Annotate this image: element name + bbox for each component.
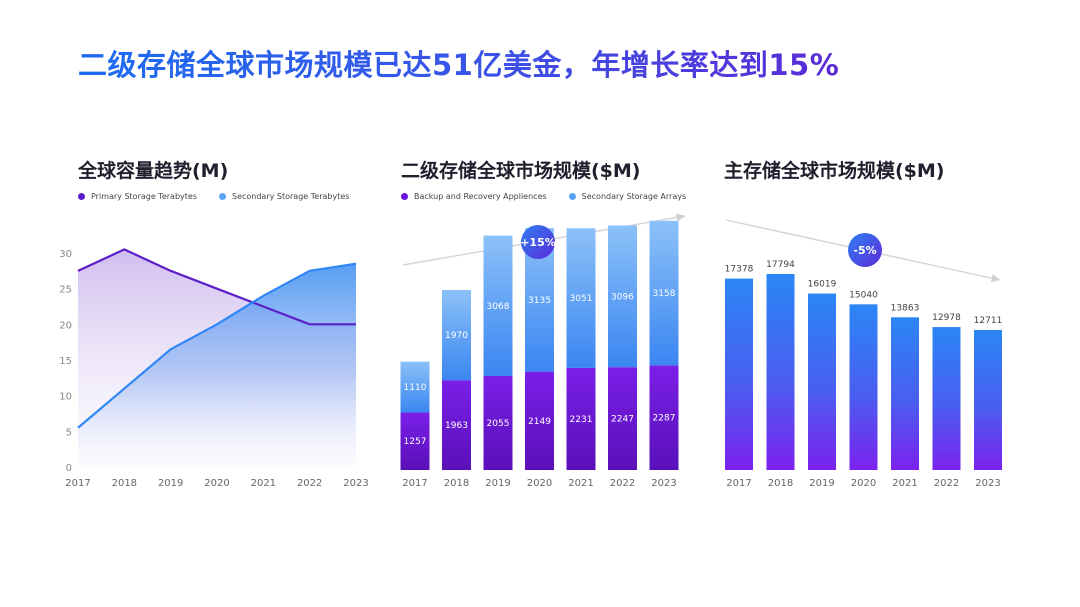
x-tick-label: 2017 — [726, 478, 751, 489]
legend-label: Backup and Recovery Appliences — [414, 192, 547, 201]
x-tick-label: 2019 — [158, 478, 183, 489]
data-label: 2231 — [570, 415, 593, 425]
data-label: 12978 — [932, 313, 961, 323]
x-tick-label: 2020 — [204, 478, 229, 489]
decline-badge-label: -5% — [853, 244, 876, 257]
bar-chart: 17378 2017 17794 2018 16019 2019 15040 2020 1386… — [725, 219, 1003, 489]
x-tick-label: 2017 — [65, 478, 90, 489]
capacity-trend-panel: 全球容量趋势(M) Primary Storage Terabytes Seco… — [59, 150, 372, 510]
data-label: 2149 — [528, 417, 551, 427]
y-tick-label: 30 — [59, 249, 72, 260]
legend-dot-icon — [568, 193, 576, 200]
data-label: 16019 — [808, 280, 837, 290]
stacked-bar-chart: 1257 1110 2017 1963 1970 2018 2055 3068 2019 2149… — [400, 213, 686, 489]
primary-storage-market-panel: 主存储全球市场规模($M) 17378 2017 17794 2018 16019 201… — [710, 150, 1020, 510]
chart-legend: Backup and Recovery Appliences Secondary… — [401, 192, 686, 201]
data-label: 2055 — [487, 419, 510, 429]
x-tick-label: 2020 — [527, 478, 552, 489]
growth-badge — [521, 225, 555, 259]
bar-backup-recovery — [566, 367, 596, 470]
bar-primary-market — [891, 317, 919, 470]
area-chart: 0 5 10 15 20 25 30 2017 2018 2019 2020 2021 2022 2023 — [59, 248, 369, 489]
data-label: 13863 — [891, 303, 920, 313]
data-label: 15040 — [849, 290, 878, 300]
x-tick-label: 2022 — [610, 478, 635, 489]
primary-storage-line — [77, 248, 356, 326]
legend-dot-icon — [218, 193, 226, 200]
bar-primary-market — [725, 278, 753, 470]
bar-backup-recovery — [649, 365, 679, 470]
y-tick-label: 10 — [59, 392, 72, 403]
bar-secondary-arrays — [400, 361, 430, 413]
y-tick-label: 5 — [66, 427, 72, 438]
bar-primary-market — [808, 293, 836, 470]
x-tick-label: 2022 — [934, 478, 959, 489]
data-label: 12711 — [974, 316, 1003, 326]
data-label: 3158 — [653, 289, 676, 299]
x-tick-label: 2023 — [651, 478, 676, 489]
x-tick-label: 2018 — [112, 478, 137, 489]
x-tick-label: 2018 — [444, 478, 469, 489]
data-label: 17378 — [725, 265, 754, 275]
x-tick-label: 2017 — [402, 478, 427, 489]
data-label: 1963 — [445, 421, 468, 431]
chart-title: 二级存储全球市场规模($M) — [401, 160, 641, 182]
data-label: 2247 — [611, 415, 634, 425]
x-tick-label: 2023 — [975, 478, 1000, 489]
y-tick-label: 0 — [66, 463, 72, 474]
data-label: 17794 — [766, 260, 795, 270]
chart-title: 全球容量趋势(M) — [78, 160, 229, 182]
data-label: 3135 — [528, 296, 551, 306]
data-label: 3051 — [570, 294, 593, 304]
data-label: 1970 — [445, 331, 468, 341]
x-tick-label: 2021 — [892, 478, 917, 489]
decline-badge — [848, 233, 882, 267]
legend-item-arrays: Secondary Storage Arrays — [568, 192, 687, 201]
bar-backup-recovery — [400, 412, 430, 470]
x-tick-label: 2021 — [251, 478, 276, 489]
bar-secondary-arrays — [483, 235, 513, 376]
secondary-storage-line — [77, 262, 357, 429]
bar-primary-market — [849, 304, 878, 470]
legend-dot-icon — [78, 193, 85, 200]
data-label: 1257 — [404, 437, 427, 447]
x-tick-label: 2023 — [343, 478, 368, 489]
legend-label: Secondary Storage Terabytes — [231, 192, 350, 201]
bar-backup-recovery — [442, 380, 471, 470]
chart-title: 主存储全球市场规模($M) — [724, 160, 945, 182]
x-tick-label: 2021 — [568, 478, 593, 489]
data-label: 3096 — [611, 292, 634, 302]
y-tick-label: 25 — [59, 285, 72, 296]
legend-dot-icon — [401, 193, 408, 200]
legend-item-backup: Backup and Recovery Appliences — [401, 192, 547, 201]
bar-primary-market — [974, 329, 1002, 470]
x-tick-label: 2022 — [297, 478, 322, 489]
data-label: 3068 — [487, 302, 510, 312]
x-tick-label: 2019 — [809, 478, 834, 489]
x-tick-label: 2018 — [768, 478, 793, 489]
bar-backup-recovery — [608, 367, 637, 470]
growth-badge-label: +15% — [520, 236, 556, 249]
legend-item-primary: Primary Storage Terabytes — [78, 192, 197, 201]
page-title: 二级存储全球市场规模已达51亿美金，年增长率达到15% — [78, 42, 839, 84]
data-label: 2287 — [653, 414, 676, 424]
y-tick-label: 20 — [59, 320, 72, 331]
bar-secondary-arrays — [608, 225, 637, 368]
y-tick-label: 15 — [59, 356, 72, 367]
bar-primary-market — [932, 327, 961, 470]
data-label: 1110 — [404, 383, 427, 393]
bar-backup-recovery — [483, 375, 513, 470]
bar-secondary-arrays — [566, 228, 596, 368]
bar-backup-recovery — [525, 371, 554, 470]
legend-item-secondary: Secondary Storage Terabytes — [218, 192, 350, 201]
legend-label: Secondary Storage Arrays — [581, 192, 687, 201]
bar-secondary-arrays — [442, 290, 471, 381]
secondary-storage-market-panel: 二级存储全球市场规模($M) Backup and Recovery Appli… — [385, 150, 705, 510]
legend-label: Primary Storage Terabytes — [91, 192, 197, 201]
bar-primary-market — [766, 274, 795, 470]
x-tick-label: 2019 — [485, 478, 510, 489]
x-tick-label: 2020 — [851, 478, 876, 489]
chart-legend: Primary Storage Terabytes Secondary Stor… — [78, 192, 349, 201]
bar-secondary-arrays — [649, 220, 679, 366]
